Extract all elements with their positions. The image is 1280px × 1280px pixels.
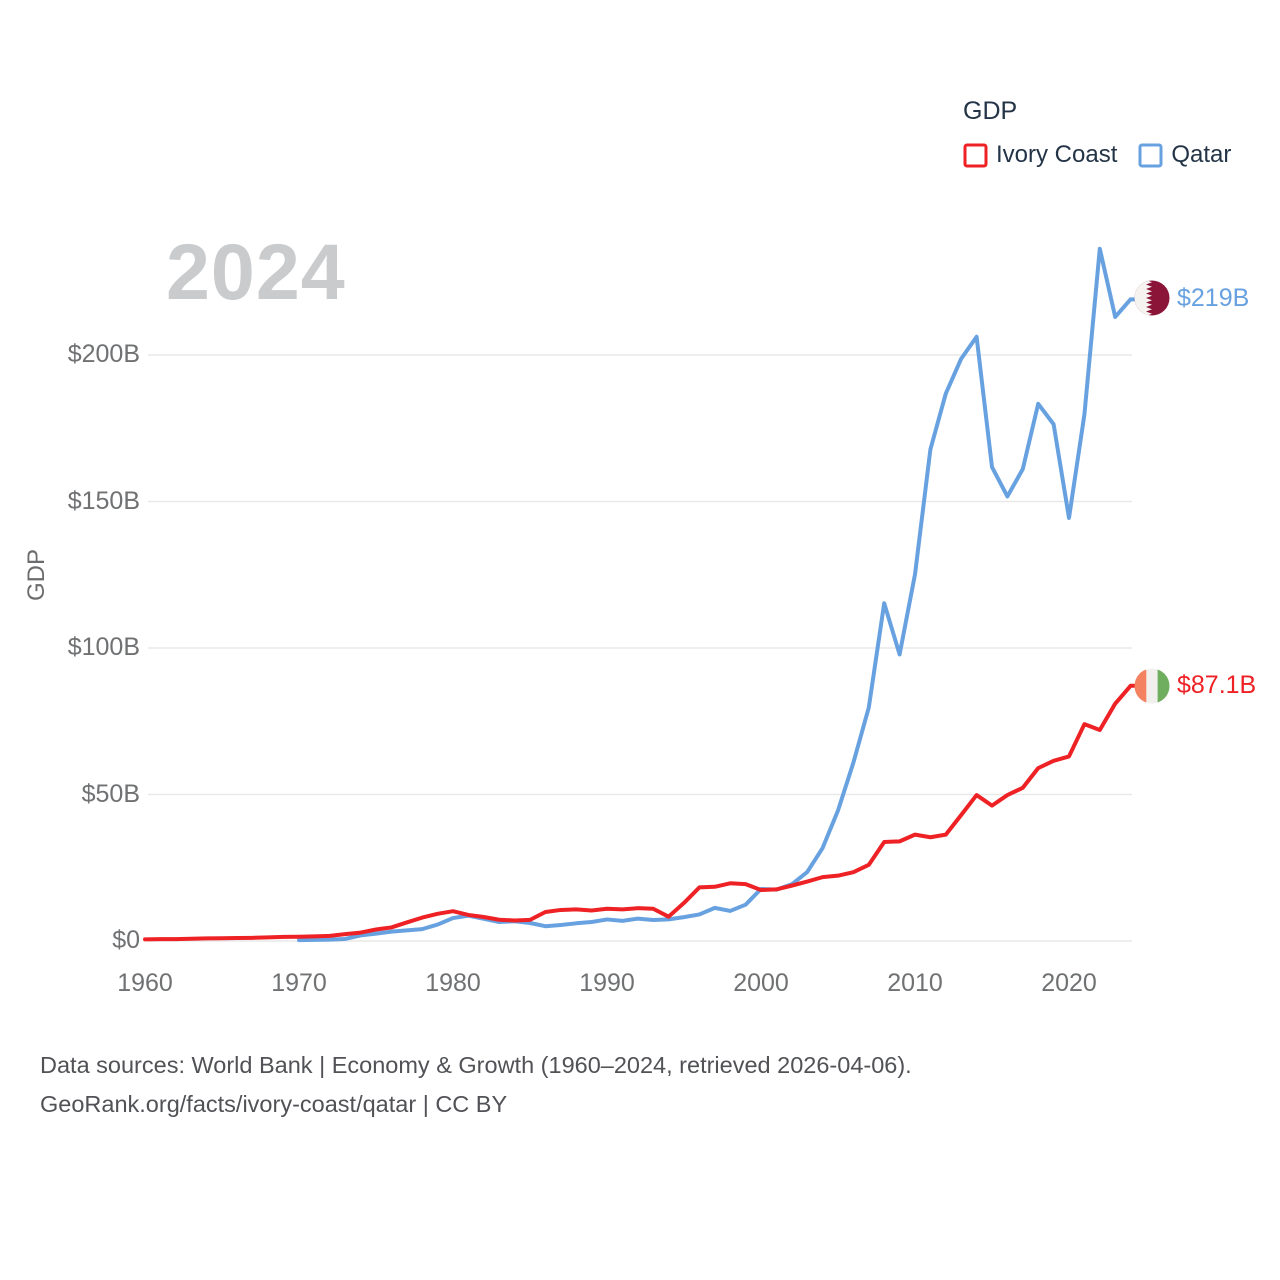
- y-axis-title: GDP: [23, 549, 50, 602]
- qatar-line[interactable]: [297, 246, 1142, 943]
- ivory-coast-flag-icon: [1134, 668, 1170, 704]
- data-sources-line: Data sources: World Bank | Economy & Gro…: [40, 1052, 912, 1078]
- y-tick-label: $50B: [81, 779, 140, 808]
- x-tick-label: 1970: [271, 969, 327, 997]
- legend-items: Ivory Coast Qatar: [963, 141, 1231, 169]
- footer: Data sources: World Bank | Economy & Gro…: [40, 1046, 912, 1124]
- qatar-swatch-icon: [1138, 143, 1163, 167]
- y-tick-label: $200B: [67, 340, 140, 368]
- legend-title: GDP: [963, 97, 1018, 125]
- qatar-end-label: $219B: [1177, 284, 1250, 313]
- legend-item-label: Ivory Coast: [996, 141, 1118, 168]
- qatar-flag-icon: [1134, 280, 1170, 316]
- x-tick-label: 1980: [425, 969, 481, 997]
- x-tick-label: 2010: [887, 969, 943, 997]
- series-lines: [143, 246, 1142, 943]
- ivory-coast-line[interactable]: [143, 683, 1142, 942]
- ivory-coast-swatch-icon: [963, 143, 988, 167]
- ivory-coast-end-label: $87.1B: [1177, 670, 1257, 699]
- y-tick-label: $100B: [67, 633, 140, 661]
- legend: GDP Ivory Coast Qatar: [963, 97, 1231, 169]
- attribution-line: GeoRank.org/facts/ivory-coast/qatar | CC…: [40, 1091, 508, 1117]
- gridlines: [148, 354, 1132, 942]
- y-tick-label: $150B: [67, 486, 140, 515]
- legend-item-qatar[interactable]: Qatar: [1138, 141, 1231, 169]
- x-tick-label: 2000: [733, 969, 789, 997]
- year-watermark: 2024: [166, 227, 346, 316]
- x-tick-label: 1960: [117, 969, 173, 997]
- x-tick-label: 2020: [1041, 969, 1097, 997]
- legend-item-label: Qatar: [1171, 141, 1232, 168]
- x-tick-label: 1990: [579, 969, 635, 997]
- y-tick-label: $0: [112, 926, 140, 954]
- legend-item-ivory-coast[interactable]: Ivory Coast: [963, 141, 1117, 169]
